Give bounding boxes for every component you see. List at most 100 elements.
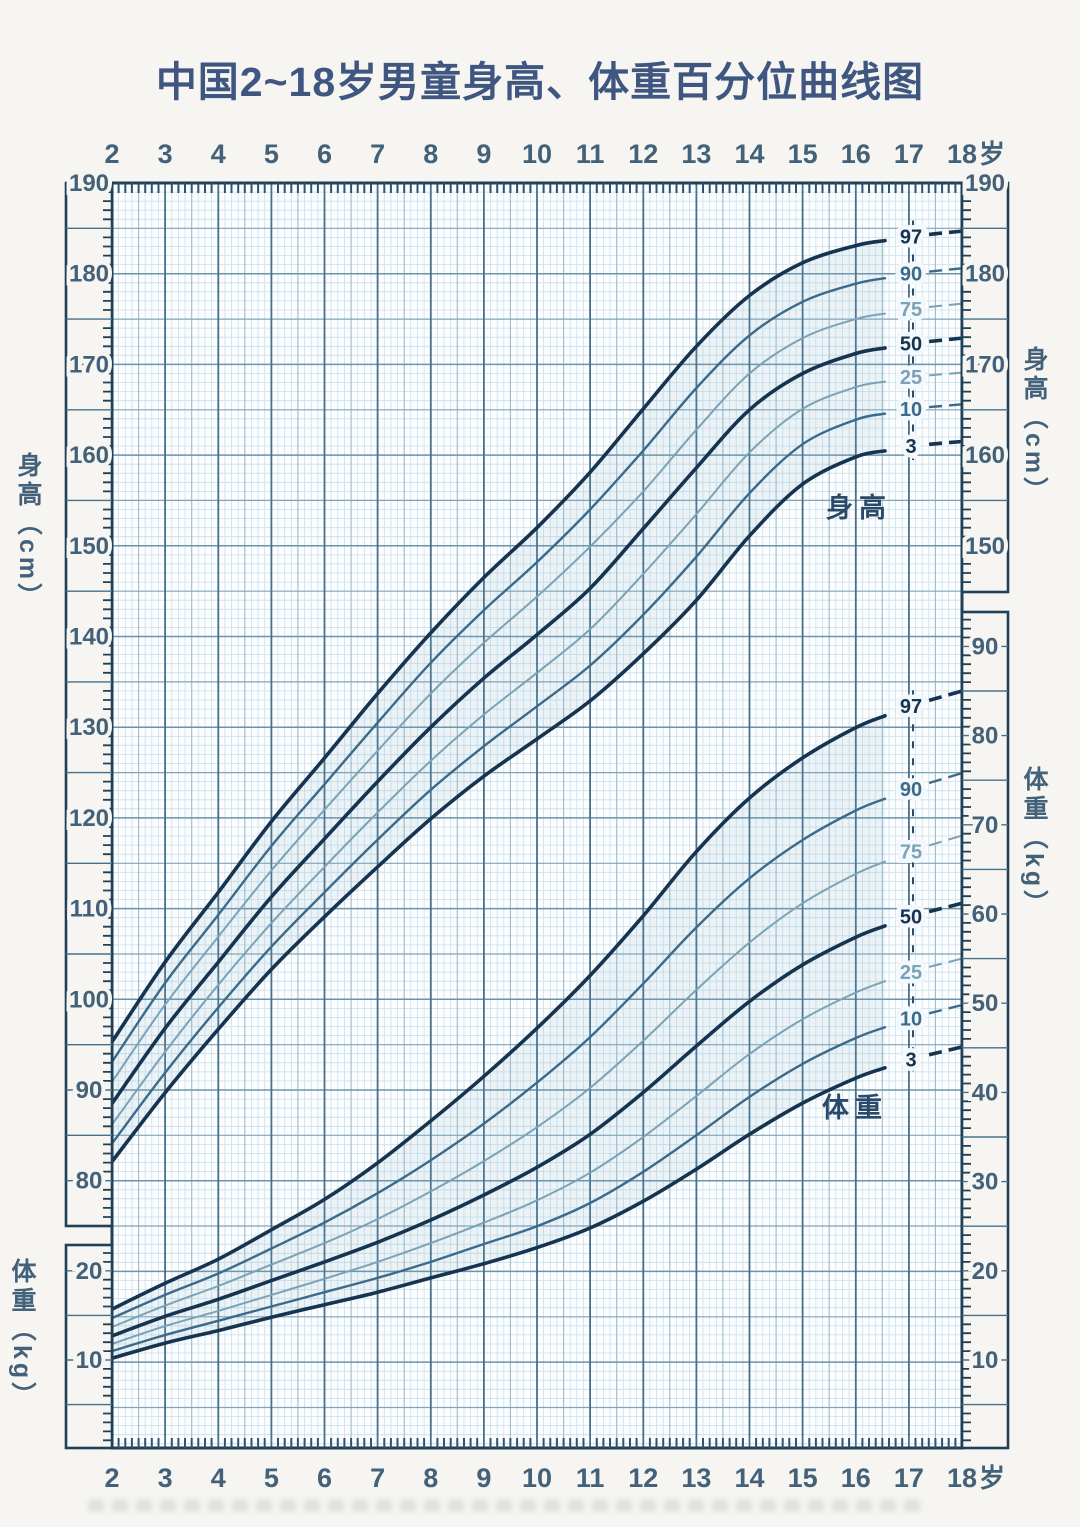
age-label-bottom: 10 [522,1463,552,1493]
height-curves: 97 90 75 50 25 10 3 [110,220,963,1164]
age-label-top: 7 [370,139,385,169]
height-p90-curve-dashed [928,267,963,273]
right-height-ruler-tick-label: 170 [965,351,1005,378]
height-curves-label: 身高 [826,493,892,523]
left-height-ruler-tick-label: 100 [69,986,109,1013]
right-weight-ruler-tick-label: 90 [972,633,999,660]
right-weight-ruler-major-lines [962,645,1008,1406]
weight-p90-label: 90 [900,779,922,801]
height-p25-curve [111,380,886,1126]
age-label-bottom: 14 [734,1463,764,1493]
age-label-bottom: 9 [476,1463,491,1493]
right-weight-ruler-tick-label: 10 [972,1347,999,1374]
weight-p10-curve-dashed [928,1003,963,1015]
left-height-ruler-major-lines [66,227,112,1182]
left-height-ruler-tick-label: 120 [69,805,109,832]
weight-p50-curve-dashed [928,901,963,914]
right-weight-ruler-minor-ticks [962,618,971,1442]
age-label-bottom: 13 [681,1463,711,1493]
age-label-bottom: 17 [894,1463,924,1493]
age-label-bottom: 3 [158,1463,173,1493]
left-height-ruler-tick-label: 170 [69,351,109,378]
weight-p75-label: 75 [900,842,922,864]
left-height-ruler-tick-label: 80 [76,1168,103,1195]
weight-p50-label: 50 [900,907,922,929]
left-weight-axis-title: 体重（kg） [8,1258,36,1412]
height-p97-curve-dashed [928,229,963,237]
weight-p25-label: 25 [900,962,922,984]
right-weight-ruler-tick-label: 20 [972,1258,999,1285]
right-height-ruler-tick-label: 180 [965,261,1005,288]
age-label-top: 11 [576,139,605,169]
right-height-ruler-box [960,181,1010,594]
right-weight-ruler-tick-label: 40 [972,1079,999,1106]
age-label-top: 6 [317,139,332,169]
height-p97-curve [110,238,887,1044]
weight-p25-curve-dashed [928,957,963,968]
right-height-ruler-tick-label: 160 [965,442,1005,469]
right-height-ruler: 190 180 170 160 150 [960,166,1010,594]
left-height-ruler-tick-label: 190 [69,170,109,197]
left-height-ruler-tick-label: 150 [69,533,109,560]
left-height-ruler-tick-label: 110 [70,896,109,923]
right-height-ruler-minor-ticks [962,191,971,583]
left-height-ruler: 190 180 170 160 150 140 130 120 110 100 90 80 [64,166,114,1228]
right-weight-ruler-tick-label: 80 [972,723,999,750]
left-weight-ruler-major-lines [66,1270,112,1406]
height-p10-curve [110,412,887,1145]
right-height-axis-title: 身高（cm） [1020,346,1048,507]
age-label-top: 17 [894,139,924,169]
page-title: 中国2~18岁男童身高、体重百分位曲线图 [155,59,925,105]
age-tick-combs [117,183,957,1448]
blurred-caption [88,1499,928,1512]
left-height-ruler-tick-label: 180 [69,261,109,288]
weight-p90-curve-dashed [928,771,963,785]
right-weight-ruler-tick-label: 60 [972,901,999,928]
age-label-top: 13 [681,139,711,169]
height-p75-curve [111,312,886,1083]
age-label-bottom: 2 [104,1463,119,1493]
weight-curves: 97 90 75 50 25 10 3 [110,689,963,1360]
height-p50-label: 50 [900,334,922,356]
age-label-bottom: 5 [264,1463,279,1493]
grid-minor-vertical [118,183,956,1448]
weight-p97-curve [110,714,887,1311]
height-p3-curve [110,449,887,1164]
height-p90-label: 90 [900,264,922,286]
height-p25-curve-dashed [929,371,963,377]
right-weight-axis-title: 体重（kg） [1020,766,1048,920]
left-weight-ruler-tick-label: 10 [76,1347,103,1374]
left-height-ruler-minor-ticks [103,191,112,1218]
weight-p90-curve [110,797,887,1320]
height-p3-curve-dashed [928,439,963,447]
height-p10-label: 10 [900,399,922,421]
weight-percentile-band [112,715,885,1359]
age-label-top: 12 [628,139,658,169]
age-label-top: 2 [104,139,119,169]
age-unit-top: 岁 [979,139,1005,169]
age-label-bottom: 7 [370,1463,385,1493]
weight-p97-label: 97 [900,696,922,718]
right-weight-ruler-tick-label: 30 [972,1169,999,1196]
weight-p25-curve [111,980,886,1345]
right-weight-ruler-tick-label: 50 [972,990,999,1017]
age-label-top: 10 [522,139,552,169]
left-height-ruler-tick-label: 130 [69,714,109,741]
age-label-bottom: 15 [788,1463,818,1493]
weight-p50-curve [110,924,887,1338]
left-height-ruler-box [64,181,114,1228]
height-p75-curve-dashed [928,302,963,308]
weight-p3-curve-dashed [928,1045,963,1057]
left-weight-ruler-tick-label: 20 [76,1258,103,1285]
height-p3-label: 3 [905,436,916,458]
height-p50-curve [110,346,887,1106]
height-p25-label: 25 [900,367,922,389]
age-unit-bottom: 岁 [979,1463,1005,1493]
age-label-top: 9 [476,139,491,169]
height-p75-label: 75 [900,299,922,321]
right-weight-ruler: 90 80 70 60 50 40 30 20 10 [960,610,1010,1450]
weight-p10-label: 10 [900,1008,922,1030]
weight-p3-label: 3 [905,1049,916,1071]
